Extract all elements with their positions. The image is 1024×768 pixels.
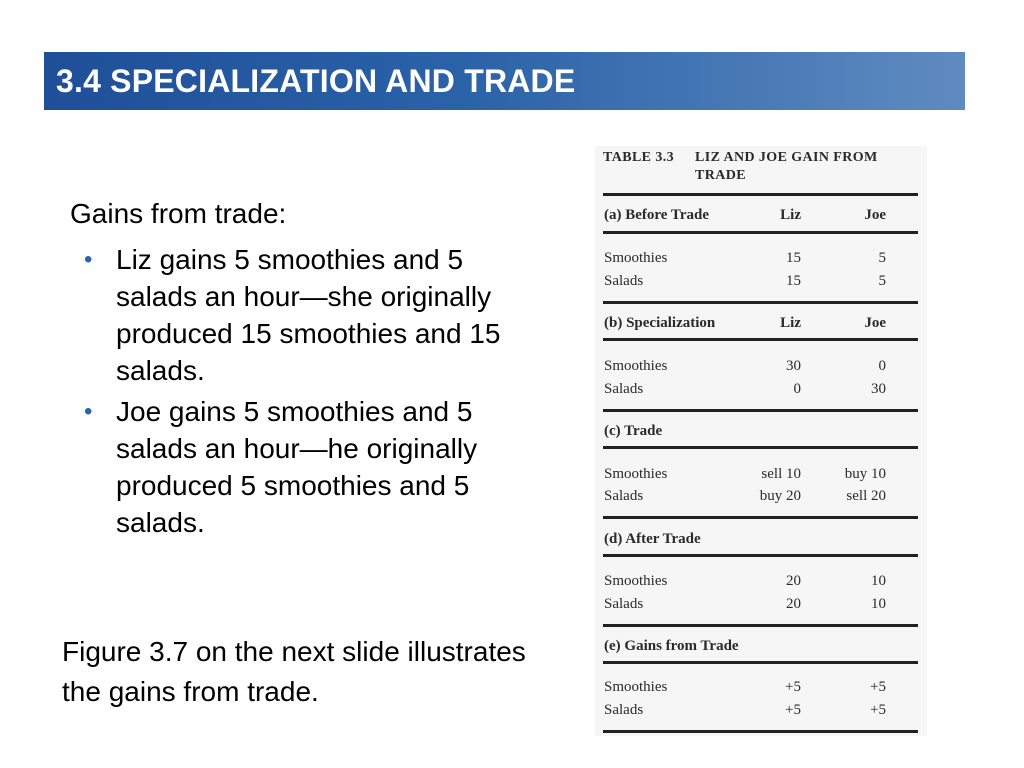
gains-table: TABLE 3.3 LIZ AND JOE GAIN FROM TRADE (a… [595,146,927,736]
row-label: Salads [604,273,644,289]
cell-joe: sell 20 [846,488,886,504]
table-rule [603,624,918,627]
row-label: Smoothies [604,466,668,482]
section-heading: (d) After Trade [604,531,701,547]
table-rule [603,409,918,412]
section-heading: (e) Gains from Trade [604,638,739,654]
table-title: LIZ AND JOE GAIN FROM TRADE [695,150,878,183]
table-number: TABLE 3.3 [603,150,675,165]
table-rule [603,193,918,196]
cell-liz: 20 [786,573,801,589]
cell-joe: 10 [871,596,886,612]
cell-joe: +5 [870,702,886,718]
closing-text: Figure 3.7 on the next slide illustrates… [62,636,526,707]
cell-joe: buy 10 [844,466,886,482]
cell-liz: +5 [785,679,801,695]
section-heading: (c) Trade [604,423,663,439]
slide-title: 3.4 SPECIALIZATION AND TRADE [56,63,576,99]
cell-joe: 10 [871,573,886,589]
row-label: Smoothies [604,250,668,266]
bullet-item-liz: • Liz gains 5 smoothies and 5 salads an … [84,241,514,389]
column-header-liz: Liz [780,207,801,223]
cell-liz: 15 [786,273,801,289]
table-rule [603,446,918,449]
section-heading: (a) Before Trade [604,207,709,223]
table-rule [603,661,918,664]
row-label: Smoothies [604,573,668,589]
row-label: Salads [604,702,644,718]
row-label: Salads [604,488,644,504]
bullet-marker-icon: • [84,246,93,273]
cell-liz: 30 [786,358,801,374]
table-rule [603,338,918,341]
cell-liz: 20 [786,596,801,612]
column-header-liz: Liz [780,315,801,331]
table-rule [603,516,918,519]
intro-text: Gains from trade: [70,198,287,229]
slide-title-bar: 3.4 SPECIALIZATION AND TRADE [44,52,965,110]
table-rule [603,301,918,304]
table-header: TABLE 3.3 LIZ AND JOE GAIN FROM TRADE [603,149,923,189]
bullet-text: Joe gains 5 smoothies and 5 salads an ho… [116,396,478,538]
bullet-marker-icon: • [84,398,93,425]
row-label: Smoothies [604,358,668,374]
row-label: Salads [604,381,644,397]
bullet-list: • Liz gains 5 smoothies and 5 salads an … [84,241,514,545]
table-rule [603,730,918,733]
cell-joe: 30 [871,381,886,397]
cell-liz: buy 20 [759,488,801,504]
cell-joe: 5 [878,273,887,289]
table-rule [603,554,918,557]
cell-joe: +5 [870,679,886,695]
row-label: Salads [604,596,644,612]
column-header-joe: Joe [864,207,886,223]
bullet-item-joe: • Joe gains 5 smoothies and 5 salads an … [84,393,514,541]
cell-liz: sell 10 [761,466,801,482]
column-header-joe: Joe [864,315,886,331]
bullet-text: Liz gains 5 smoothies and 5 salads an ho… [116,244,501,386]
cell-liz: 0 [793,381,802,397]
cell-liz: +5 [785,702,801,718]
section-heading: (b) Specialization [604,315,716,331]
cell-joe: 5 [878,250,887,266]
cell-liz: 15 [786,250,801,266]
row-label: Smoothies [604,679,668,695]
cell-joe: 0 [878,358,887,374]
table-rule [603,231,918,234]
